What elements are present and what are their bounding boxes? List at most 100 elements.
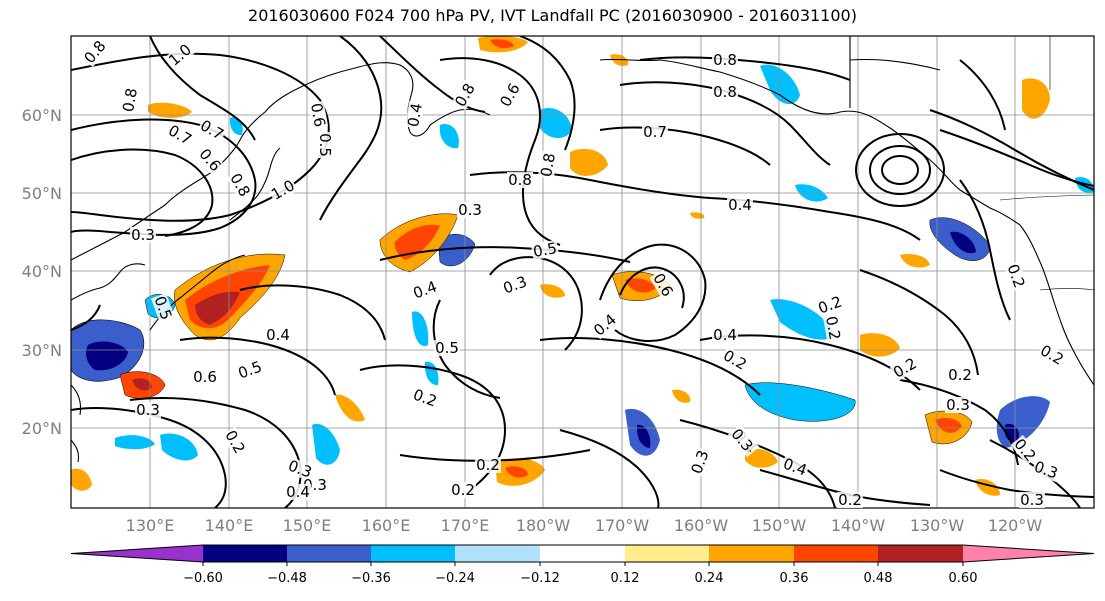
contour-label-background xyxy=(80,36,110,68)
colorbar-segment xyxy=(878,545,963,562)
contour-label-background xyxy=(285,457,315,481)
lon-label-150w: 150°W xyxy=(752,516,807,535)
colorbar-extension-min xyxy=(71,545,203,562)
contour-label-background xyxy=(196,116,228,144)
lon-label-160e: 160°E xyxy=(362,516,411,535)
anomaly-patch xyxy=(132,378,152,391)
contour-label: 0.4 xyxy=(728,196,752,214)
colorbar-segment xyxy=(455,545,540,562)
contour-label-background xyxy=(496,79,524,111)
contour-label: 0.5 xyxy=(532,239,559,261)
anomaly-patch xyxy=(745,448,778,468)
anomaly-patch xyxy=(437,233,476,267)
contour-label-background xyxy=(712,327,738,343)
contour-label-background xyxy=(815,293,845,317)
anomaly-patch xyxy=(439,123,459,149)
lon-label-140w: 140°W xyxy=(831,516,886,535)
contour-label-background xyxy=(410,386,440,410)
colorbar-tick-label: −0.12 xyxy=(520,571,560,586)
colorbar-segment xyxy=(203,545,287,562)
colorbar-tick-label: −0.60 xyxy=(183,571,223,586)
anomaly-patch xyxy=(312,423,340,465)
country-borders xyxy=(999,36,1094,291)
lon-label-160w: 160°W xyxy=(674,516,729,535)
contour-label-background xyxy=(727,197,753,213)
contour-label-background xyxy=(507,172,533,188)
anomaly-patch xyxy=(672,389,691,403)
contour-label: 0.2 xyxy=(476,456,500,474)
contour-label: 0.3 xyxy=(136,401,160,419)
anomaly-patch xyxy=(744,382,856,422)
anomaly-patch xyxy=(770,299,835,340)
contour-label-background xyxy=(192,369,218,385)
colorbar-tick-label: −0.24 xyxy=(435,571,475,586)
contour-label: 0.6 xyxy=(307,102,329,129)
lat-label-50n: 50°N xyxy=(22,184,62,203)
contour-label-background xyxy=(130,227,156,243)
anomaly-patch xyxy=(412,311,429,347)
colorbar-tick-label: 0.60 xyxy=(949,571,978,586)
lon-label-180w: 180°W xyxy=(516,516,571,535)
anomaly-patch xyxy=(900,254,930,268)
contour-label: 0.3 xyxy=(946,396,970,414)
contour-label: 0.5 xyxy=(435,339,459,357)
contours xyxy=(71,36,1094,508)
contour-label-background xyxy=(642,124,668,140)
colorbar-segment xyxy=(794,545,878,562)
anomaly-patch xyxy=(148,102,192,118)
contour-label-background xyxy=(235,358,265,382)
contour-label: 0.5 xyxy=(316,133,334,157)
colorbar-tick-label: −0.48 xyxy=(267,571,307,586)
contour-label: 0.8 xyxy=(508,171,532,189)
contour-label-background xyxy=(317,132,333,158)
map-title: 2016030600 F024 700 hPa PV, IVT Landfall… xyxy=(248,6,857,25)
colorbar-segment xyxy=(709,545,794,562)
contour-label: 0.6 xyxy=(193,368,217,386)
contour-label: 0.8 xyxy=(713,83,737,101)
contour-label-background xyxy=(712,84,738,100)
contour-label: 0.3 xyxy=(131,226,155,244)
contour-label-background xyxy=(404,100,426,130)
contour-label: 0.2 xyxy=(451,481,475,499)
contour-label-background xyxy=(267,176,299,204)
anomaly-patch xyxy=(490,39,514,49)
colorbar-tick-label: 0.36 xyxy=(780,571,809,586)
contour-label-background xyxy=(226,169,254,201)
anomaly-patch xyxy=(950,231,976,254)
contour-label: 0.8 xyxy=(537,152,559,179)
contour-label-background xyxy=(307,100,329,130)
contour-label-background xyxy=(780,455,810,479)
anomaly-patch xyxy=(760,64,800,105)
contour-label: 0.4 xyxy=(266,326,290,344)
contour-label: 0.4 xyxy=(713,326,737,344)
lon-label-130w: 130°W xyxy=(910,516,965,535)
anomaly-patch xyxy=(935,418,962,433)
contour-label: 0.3 xyxy=(1020,491,1044,509)
anomaly-patch xyxy=(71,468,92,491)
anomaly-patch xyxy=(115,435,155,450)
map-frame xyxy=(70,35,1095,509)
contour-label-background xyxy=(450,482,476,498)
contour-label-background xyxy=(712,52,738,68)
contour-label-background xyxy=(195,144,225,176)
contour-label-background xyxy=(688,447,712,477)
graticule xyxy=(71,36,1094,508)
contour-label-background xyxy=(589,310,621,340)
contour-label-background xyxy=(530,239,560,261)
contour-label-background xyxy=(475,457,501,473)
lon-label-120w: 120°W xyxy=(988,516,1043,535)
lat-label-40n: 40°N xyxy=(22,262,62,281)
colorbar-tick-label: 0.48 xyxy=(864,571,893,586)
contour-label-background xyxy=(434,340,460,356)
contour-label: 0.2 xyxy=(838,491,862,509)
contour-label-background xyxy=(451,79,479,111)
anomaly-patch xyxy=(86,341,128,371)
contour-label-background xyxy=(164,40,196,70)
contour-label-background xyxy=(727,424,757,456)
contour-label-background xyxy=(837,492,863,508)
contour-label-background xyxy=(151,293,175,323)
contour-label-background xyxy=(822,313,844,343)
contour-label-background xyxy=(500,273,530,297)
anomaly-patch xyxy=(570,148,608,176)
